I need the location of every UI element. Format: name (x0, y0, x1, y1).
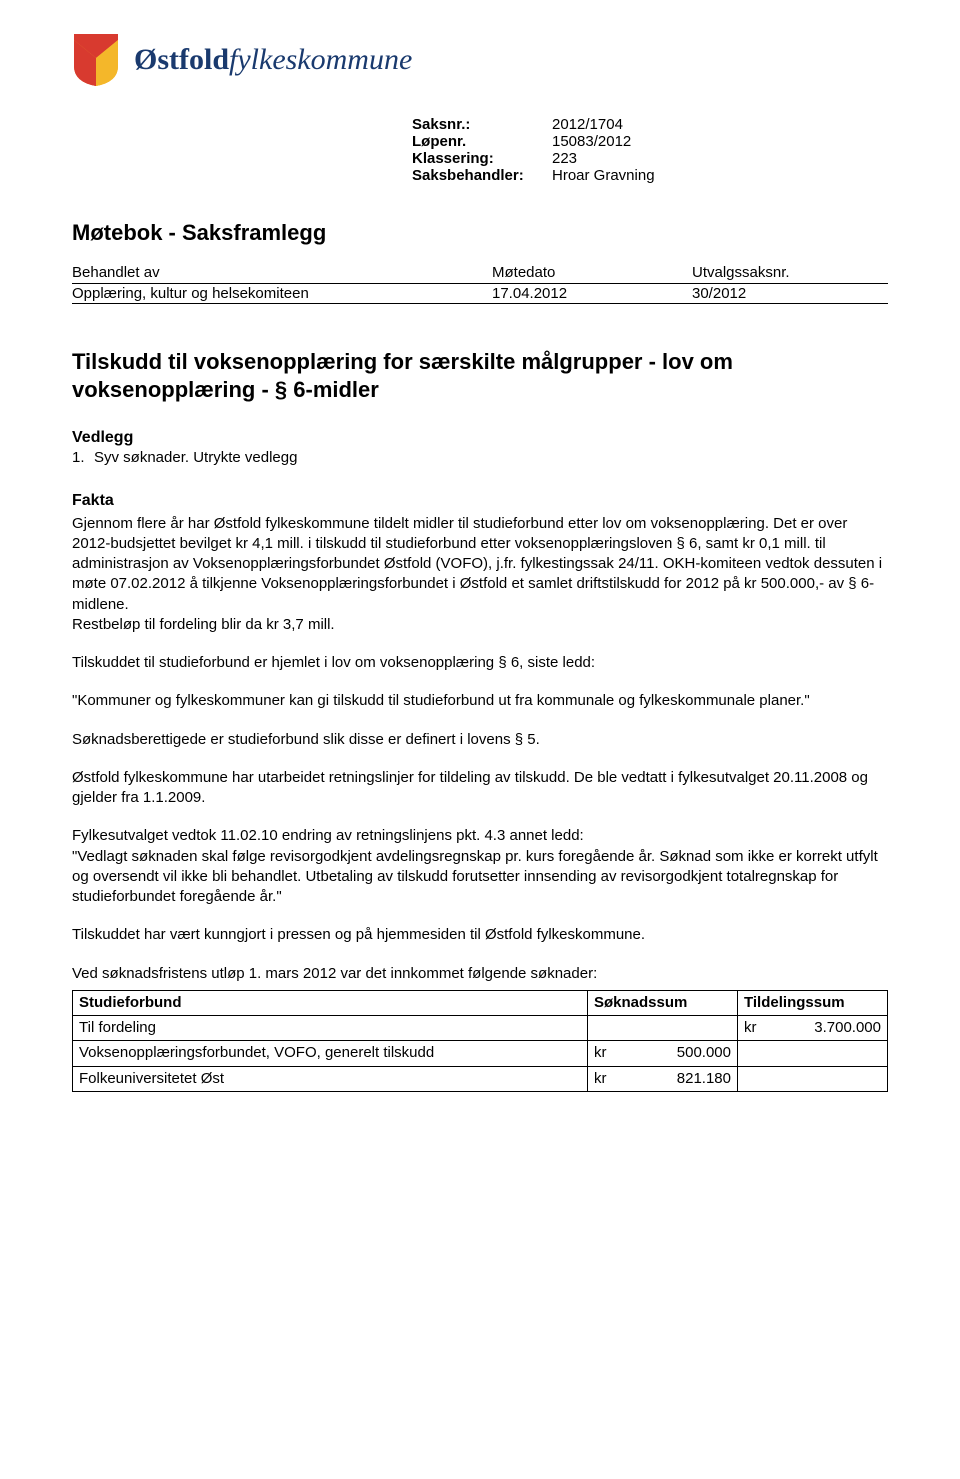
processing-table: Behandlet av Møtedato Utvalgssaksnr. Opp… (72, 264, 888, 304)
table-row: Til fordeling kr3.700.000 (73, 1016, 888, 1041)
meta-lopenr-value: 15083/2012 (552, 133, 631, 150)
paragraph: Søknadsberettigede er studieforbund slik… (72, 730, 888, 750)
case-metadata: Saksnr.: 2012/1704 Løpenr. 15083/2012 Kl… (412, 116, 888, 184)
cell-name: Voksenopplæringsforbundet, VOFO, generel… (73, 1041, 588, 1066)
cell-soknadssum: kr500.000 (588, 1041, 738, 1066)
cell-name: Folkeuniversitetet Øst (73, 1066, 588, 1091)
org-name-italic: fylkeskommune (229, 43, 412, 76)
para1a: Gjennom flere år har Østfold fylkeskommu… (72, 515, 882, 613)
org-name: Østfoldfylkeskommune (134, 43, 412, 77)
document-title: Møtebok - Saksframlegg (72, 220, 888, 246)
table-row: Folkeuniversitetet Østkr821.180 (73, 1066, 888, 1091)
th-soknadssum: Søknadssum (588, 990, 738, 1015)
paragraph: Fylkesutvalget vedtok 11.02.10 endring a… (72, 826, 888, 907)
attachment-text: Syv søknader. Utrykte vedlegg (94, 449, 297, 466)
case-title: Tilskudd til voksenopplæring for særskil… (72, 348, 888, 403)
meta-klassering-value: 223 (552, 150, 577, 167)
cell-tildelingssum (738, 1041, 888, 1066)
proc-row-num: 30/2012 (692, 285, 888, 302)
th-tildelingssum: Tildelingssum (738, 990, 888, 1015)
applications-table: Studieforbund Søknadssum Tildelingssum T… (72, 990, 888, 1092)
proc-head-utvalg: Utvalgssaksnr. (692, 264, 888, 281)
meta-saksbehandler-label: Saksbehandler: (412, 167, 552, 184)
proc-head-behandlet: Behandlet av (72, 264, 492, 281)
cell-tildelingssum: kr3.700.000 (738, 1016, 888, 1041)
cell-tildelingssum (738, 1066, 888, 1091)
cell-soknadssum (588, 1016, 738, 1041)
table-header-row: Studieforbund Søknadssum Tildelingssum (73, 990, 888, 1015)
para1b: Restbeløp til fordeling blir da kr 3,7 m… (72, 616, 335, 633)
para6b: "Vedlagt søknaden skal følge revisorgodk… (72, 848, 878, 906)
cell-name: Til fordeling (73, 1016, 588, 1041)
paragraph: Tilskuddet har vært kunngjort i pressen … (72, 925, 888, 945)
paragraph: Ved søknadsfristens utløp 1. mars 2012 v… (72, 964, 888, 984)
body-text: Fakta Gjennom flere år har Østfold fylke… (72, 490, 888, 1092)
meta-saksnr-value: 2012/1704 (552, 116, 623, 133)
meta-saksnr-label: Saksnr.: (412, 116, 552, 133)
attachments-heading: Vedlegg (72, 429, 888, 447)
county-shield-icon (72, 32, 120, 88)
paragraph: "Kommuner og fylkeskommuner kan gi tilsk… (72, 691, 888, 711)
meta-klassering-label: Klassering: (412, 150, 552, 167)
table-row: Voksenopplæringsforbundet, VOFO, generel… (73, 1041, 888, 1066)
proc-head-motedato: Møtedato (492, 264, 692, 281)
proc-row-body: Opplæring, kultur og helsekomiteen (72, 285, 492, 302)
proc-row-date: 17.04.2012 (492, 285, 692, 302)
paragraph: Tilskuddet til studieforbund er hjemlet … (72, 653, 888, 673)
paragraph: Gjennom flere år har Østfold fylkeskommu… (72, 514, 888, 636)
th-studieforbund: Studieforbund (73, 990, 588, 1015)
org-header: Østfoldfylkeskommune (72, 32, 888, 88)
attachments-section: Vedlegg 1. Syv søknader. Utrykte vedlegg (72, 429, 888, 466)
meta-saksbehandler-value: Hroar Gravning (552, 167, 655, 184)
fakta-heading: Fakta (72, 490, 888, 512)
paragraph: Østfold fylkeskommune har utarbeidet ret… (72, 768, 888, 809)
org-name-bold: Østfold (134, 43, 229, 76)
meta-lopenr-label: Løpenr. (412, 133, 552, 150)
para6a: Fylkesutvalget vedtok 11.02.10 endring a… (72, 827, 584, 844)
cell-soknadssum: kr821.180 (588, 1066, 738, 1091)
attachment-number: 1. (72, 449, 94, 466)
